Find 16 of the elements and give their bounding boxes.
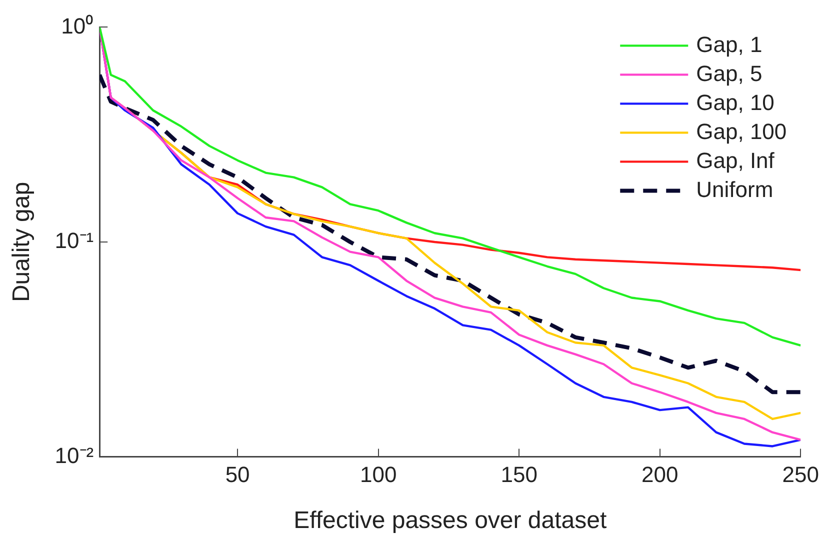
x-tick-label: 100 (360, 462, 397, 488)
y-tick-label: 10⁻² (54, 442, 94, 468)
y-axis-title: Duality gap (8, 182, 36, 302)
x-axis-title: Effective passes over dataset (294, 507, 607, 534)
x-tick-label: 250 (782, 462, 820, 488)
legend-label: Uniform (696, 176, 774, 202)
x-tick-label: 150 (500, 462, 538, 488)
legend-label: Gap, 5 (696, 60, 762, 86)
y-tick-label: 10⁻¹ (54, 228, 94, 254)
legend-label: Gap, 10 (696, 90, 774, 115)
y-tick-label: 10⁰ (61, 13, 94, 38)
legend-label: Gap, 1 (696, 32, 762, 57)
x-tick-label: 50 (225, 462, 250, 488)
legend-label: Gap, Inf (696, 148, 776, 173)
legend-label: Gap, 100 (696, 118, 787, 144)
x-tick-label: 200 (642, 462, 678, 488)
